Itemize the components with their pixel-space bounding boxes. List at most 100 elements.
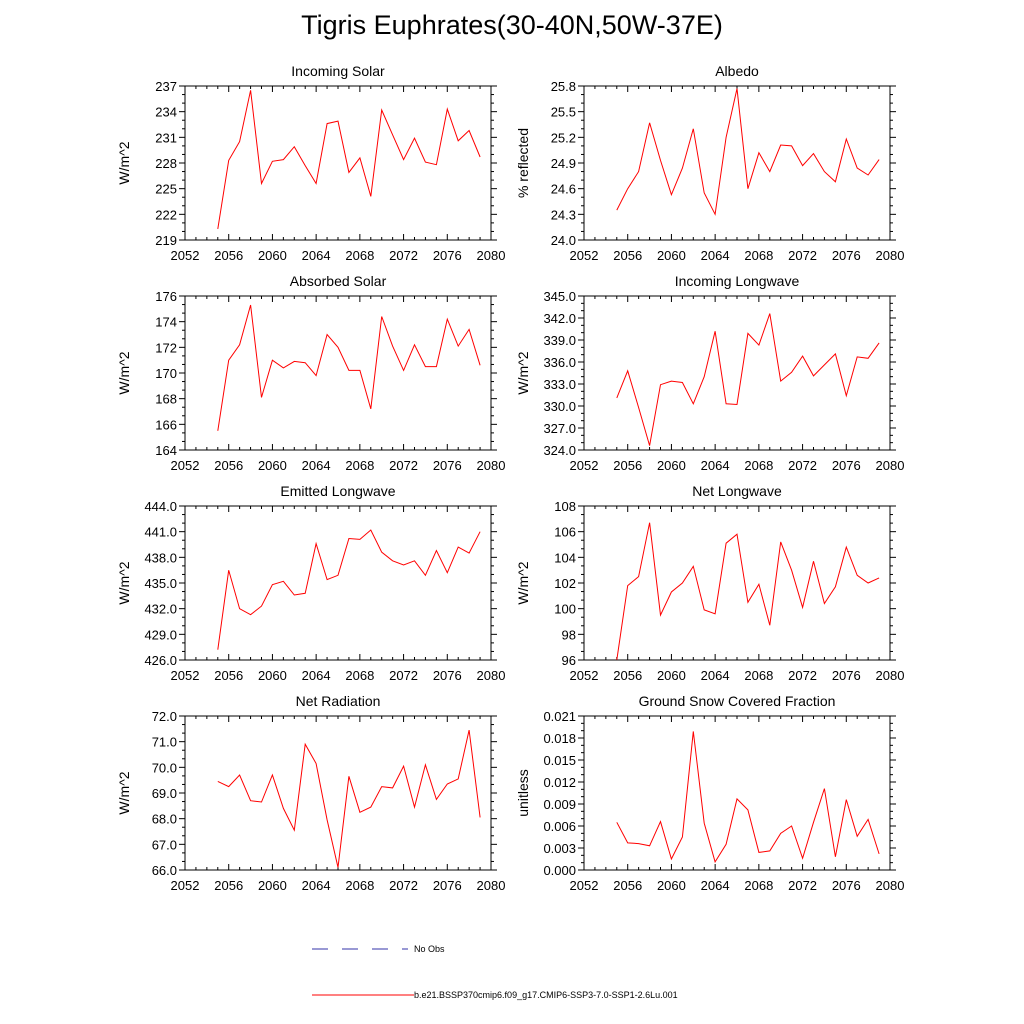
x-tick-label: 2072 [788,878,817,893]
y-tick-label: 324.0 [543,443,576,458]
y-tick-label: 330.0 [543,399,576,414]
y-tick-label: 24.9 [551,156,576,171]
x-tick-label: 2068 [744,248,773,263]
x-tick-label: 2072 [788,248,817,263]
x-tick-label: 2064 [701,458,730,473]
series-line [616,731,880,864]
series-line [616,88,880,216]
x-tick-label: 2080 [477,248,506,263]
x-tick-label: 2076 [433,668,462,683]
x-tick-label: 2068 [345,248,374,263]
y-tick-label: 166 [155,417,177,432]
y-tick-label: 339.0 [543,333,576,348]
x-tick-label: 2052 [570,458,599,473]
y-axis-label: % reflected [515,128,531,198]
y-tick-label: 98 [562,627,576,642]
y-tick-label: 426.0 [144,653,177,668]
x-tick-label: 2060 [657,878,686,893]
plot-frame [583,85,891,241]
x-tick-label: 2056 [613,878,642,893]
y-tick-label: 342.0 [543,311,576,326]
plot-frame [184,295,492,451]
x-tick-label: 2064 [701,248,730,263]
y-tick-label: 24.6 [551,182,576,197]
x-tick-label: 2072 [389,878,418,893]
y-tick-label: 219 [155,233,177,248]
page-title: Tigris Euphrates(30-40N,50W-37E) [301,10,723,40]
y-tick-label: 0.015 [543,753,576,768]
y-tick-label: 24.3 [551,207,576,222]
panel-title: Ground Snow Covered Fraction [639,693,836,709]
plot-frame [583,505,891,661]
x-tick-label: 2076 [832,878,861,893]
x-tick-label: 2068 [345,668,374,683]
x-tick-label: 2076 [433,248,462,263]
x-tick-label: 2080 [876,878,905,893]
y-tick-label: 96 [562,653,576,668]
series-line [616,522,880,661]
y-axis-label: unitless [515,769,531,816]
x-tick-label: 2080 [477,878,506,893]
x-tick-label: 2052 [171,248,200,263]
y-tick-label: 174 [155,315,177,330]
x-tick-label: 2052 [171,878,200,893]
y-tick-label: 67.0 [152,837,177,852]
x-tick-label: 2076 [832,668,861,683]
x-tick-label: 2060 [258,248,287,263]
x-tick-label: 2080 [477,668,506,683]
y-tick-label: 70.0 [152,760,177,775]
y-tick-label: 0.003 [543,841,576,856]
y-tick-label: 228 [155,156,177,171]
x-tick-label: 2052 [171,458,200,473]
legend-obs-swatch [312,948,408,950]
panel-title: Emitted Longwave [280,483,395,499]
series-line [217,90,481,229]
y-tick-label: 69.0 [152,786,177,801]
x-tick-label: 2064 [302,458,331,473]
y-axis-label: W/m^2 [116,561,132,604]
y-tick-label: 25.8 [551,79,576,94]
y-tick-label: 0.009 [543,797,576,812]
y-tick-label: 172 [155,340,177,355]
x-tick-label: 2064 [701,668,730,683]
y-tick-label: 0.018 [543,731,576,746]
y-tick-label: 71.0 [152,735,177,750]
y-tick-label: 100 [554,602,576,617]
x-tick-label: 2068 [744,458,773,473]
y-tick-label: 66.0 [152,863,177,878]
x-tick-label: 2064 [302,248,331,263]
plot-frame [583,715,891,871]
y-axis-label: W/m^2 [116,141,132,184]
x-tick-label: 2060 [258,458,287,473]
x-tick-label: 2060 [657,248,686,263]
y-axis-label: W/m^2 [116,351,132,394]
x-tick-label: 2076 [433,878,462,893]
y-tick-label: 438.0 [144,550,177,565]
y-tick-label: 72.0 [152,709,177,724]
x-tick-label: 2052 [570,878,599,893]
x-tick-label: 2072 [788,458,817,473]
x-tick-label: 2056 [214,458,243,473]
legend-obs-label: No Obs [414,944,445,954]
y-tick-label: 333.0 [543,377,576,392]
panel-title: Albedo [715,63,759,79]
x-tick-label: 2052 [570,248,599,263]
x-tick-label: 2064 [302,878,331,893]
x-tick-label: 2052 [171,668,200,683]
panel-title: Net Radiation [296,693,381,709]
y-tick-label: 25.2 [551,130,576,145]
x-tick-label: 2068 [345,458,374,473]
y-tick-label: 164 [155,443,177,458]
y-tick-label: 68.0 [152,812,177,827]
x-tick-label: 2080 [876,248,905,263]
y-tick-label: 104 [554,550,576,565]
x-tick-label: 2052 [570,668,599,683]
x-tick-label: 2076 [832,248,861,263]
plot-frame [184,85,492,241]
x-tick-label: 2064 [302,668,331,683]
series-line [616,313,880,446]
y-tick-label: 0.012 [543,775,576,790]
x-tick-label: 2068 [744,668,773,683]
x-tick-label: 2056 [214,878,243,893]
